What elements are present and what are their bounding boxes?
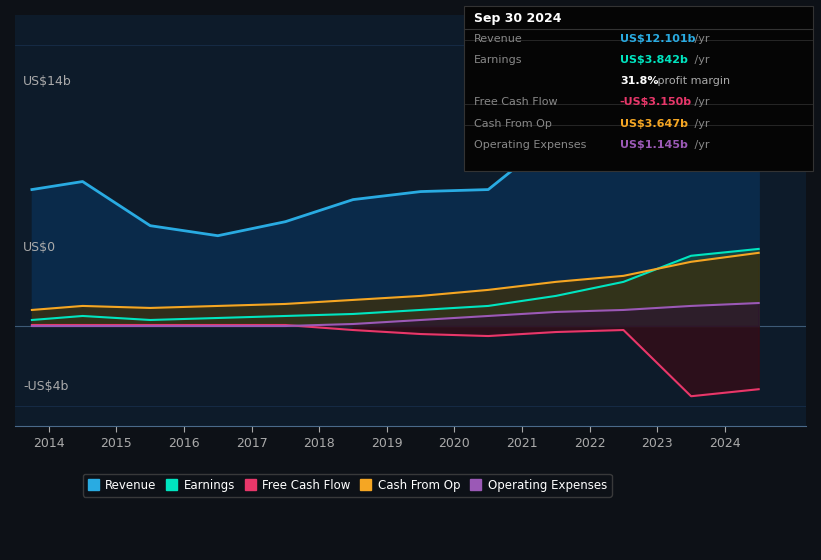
Text: /yr: /yr xyxy=(691,97,710,108)
Text: -US$3.150b: -US$3.150b xyxy=(620,97,692,108)
Text: US$0: US$0 xyxy=(23,241,56,254)
Text: US$3.842b: US$3.842b xyxy=(620,55,688,65)
Text: US$1.145b: US$1.145b xyxy=(620,140,688,150)
Text: Revenue: Revenue xyxy=(474,34,522,44)
Text: profit margin: profit margin xyxy=(654,76,731,86)
Text: Sep 30 2024: Sep 30 2024 xyxy=(474,12,562,25)
Text: /yr: /yr xyxy=(691,119,710,129)
Text: Operating Expenses: Operating Expenses xyxy=(474,140,586,150)
Text: Cash From Op: Cash From Op xyxy=(474,119,552,129)
Text: 31.8%: 31.8% xyxy=(620,76,658,86)
Text: Earnings: Earnings xyxy=(474,55,522,65)
Text: US$3.647b: US$3.647b xyxy=(620,119,688,129)
Text: /yr: /yr xyxy=(691,34,710,44)
Text: /yr: /yr xyxy=(691,55,710,65)
Text: -US$4b: -US$4b xyxy=(23,380,68,394)
Text: US$14b: US$14b xyxy=(23,74,71,88)
Text: US$12.101b: US$12.101b xyxy=(620,34,695,44)
Legend: Revenue, Earnings, Free Cash Flow, Cash From Op, Operating Expenses: Revenue, Earnings, Free Cash Flow, Cash … xyxy=(83,474,612,497)
Text: Free Cash Flow: Free Cash Flow xyxy=(474,97,557,108)
Text: /yr: /yr xyxy=(691,140,710,150)
